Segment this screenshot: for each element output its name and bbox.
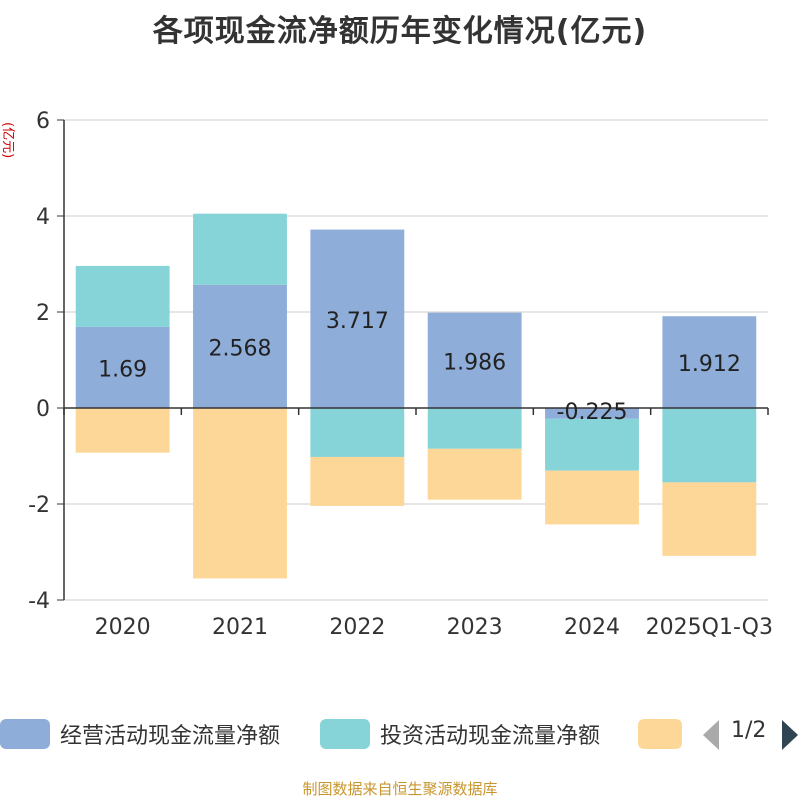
- bar-series2-2025Q1-Q3[interactable]: [662, 408, 757, 483]
- y-tick-label: 6: [36, 109, 50, 134]
- legend-swatch-operating[interactable]: [0, 719, 50, 749]
- data-label: -0.225: [557, 400, 628, 425]
- bar-series1-2021[interactable]: [193, 284, 287, 408]
- legend-label-operating[interactable]: 经营活动现金流量净额: [60, 724, 281, 749]
- x-tick-label: 2020: [95, 615, 151, 640]
- bar-series3-2023[interactable]: [427, 448, 522, 500]
- bar-series1-2020[interactable]: [75, 326, 170, 408]
- bar-series3-2020[interactable]: [75, 408, 170, 453]
- legend-page-indicator: 1/2: [731, 718, 767, 743]
- bar-series3-2025Q1-Q3[interactable]: [662, 482, 757, 556]
- y-axis-label: (亿元): [0, 122, 15, 158]
- bar-series3-2024[interactable]: [545, 470, 639, 525]
- legend-label-investing[interactable]: 投资活动现金流量净额: [380, 724, 601, 749]
- bar-series3-2022[interactable]: [310, 456, 405, 506]
- bar-series1-2024[interactable]: [545, 408, 639, 419]
- data-label: 1.986: [443, 350, 506, 375]
- bar-series2-2021[interactable]: [193, 213, 287, 285]
- y-tick-label: 2: [36, 301, 50, 326]
- chart-title: 各项现金流净额历年变化情况(亿元): [152, 14, 648, 49]
- x-tick-label: 2025Q1-Q3: [646, 615, 773, 640]
- data-label: 1.912: [678, 352, 741, 377]
- legend-swatch-financing[interactable]: [638, 719, 682, 749]
- bar-series1-2023[interactable]: [427, 312, 522, 408]
- legend-swatch-investing[interactable]: [320, 719, 370, 749]
- data-label: 3.717: [326, 309, 389, 334]
- x-tick-label: 2021: [212, 615, 268, 640]
- bar-series2-2024[interactable]: [545, 418, 639, 471]
- prev-page-icon[interactable]: [703, 720, 719, 750]
- x-tick-label: 2023: [447, 615, 503, 640]
- bar-series2-2020[interactable]: [75, 265, 170, 327]
- bar-series2-2022[interactable]: [310, 408, 405, 457]
- x-tick-label: 2022: [329, 615, 385, 640]
- source-note: 制图数据来自恒生聚源数据库: [302, 780, 498, 798]
- y-tick-label: 4: [36, 205, 50, 230]
- bar-series1-2022[interactable]: [310, 229, 405, 408]
- bar-series1-2025Q1-Q3[interactable]: [662, 316, 757, 408]
- bar-series2-2023[interactable]: [427, 408, 522, 449]
- y-tick-label: -2: [28, 493, 50, 518]
- data-label: 1.69: [98, 357, 147, 382]
- y-tick-label: -4: [28, 589, 50, 614]
- next-page-icon[interactable]: [782, 720, 798, 750]
- y-tick-label: 0: [36, 397, 50, 422]
- bar-series3-2021[interactable]: [193, 408, 287, 579]
- data-label: 2.568: [209, 336, 272, 361]
- x-tick-label: 2024: [564, 615, 620, 640]
